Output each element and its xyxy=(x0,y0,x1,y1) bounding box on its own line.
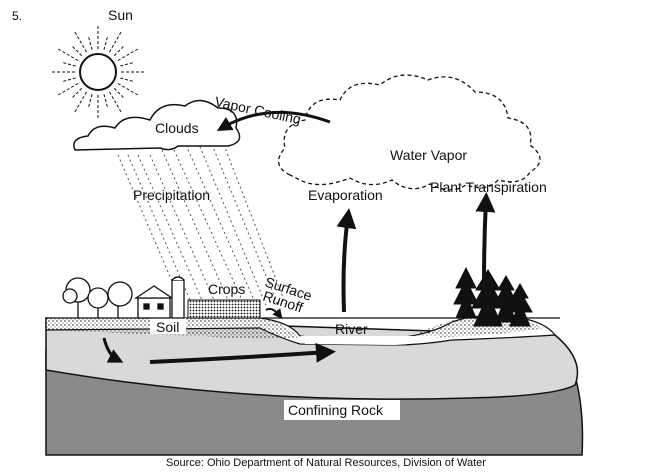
soil-label: Soil xyxy=(156,319,179,335)
source-caption: Source: Ohio Department of Natural Resou… xyxy=(166,457,486,469)
vapor-cooling-arrow xyxy=(216,110,331,132)
sun-ray xyxy=(109,91,122,113)
sun-ray xyxy=(87,94,93,109)
sun-ray xyxy=(70,44,83,57)
sun-ray xyxy=(70,87,83,100)
soil-label-box xyxy=(150,318,186,334)
river-water xyxy=(300,336,440,345)
sun-ray xyxy=(74,91,87,113)
precipitation-label: Precipitation xyxy=(133,187,210,203)
sun-icon xyxy=(52,26,144,118)
sun-ray xyxy=(117,83,139,96)
sun-ray xyxy=(74,31,87,53)
deciduous-trees-icon xyxy=(62,277,133,318)
sun-ray xyxy=(120,61,135,67)
river-label: River xyxy=(335,321,368,337)
confining-rock-label: Confining Rock xyxy=(288,402,384,418)
sun-ray xyxy=(109,31,122,53)
sun-ray xyxy=(120,77,135,83)
sun-ray xyxy=(113,44,126,57)
confining-rock-label-box xyxy=(284,400,400,420)
sun-ray xyxy=(61,61,76,67)
conifer-trees-icon xyxy=(453,266,533,327)
question-number: 5. xyxy=(12,9,22,23)
sun-ray xyxy=(117,48,139,61)
sun-ray xyxy=(103,35,109,50)
sun-ray xyxy=(113,87,126,100)
clouds-icon xyxy=(73,99,241,151)
sun-ray xyxy=(57,83,79,96)
crops-label: Crops xyxy=(208,281,245,297)
plant-transpiration-label: Plant Transpiration xyxy=(430,179,547,195)
plant-transpiration-arrow xyxy=(475,192,496,283)
precipitation-rain xyxy=(117,139,287,306)
surface-runoff-arrow xyxy=(265,307,283,320)
sun-ray xyxy=(61,77,76,83)
water-vapor-cloud xyxy=(278,74,541,191)
clouds-label: Clouds xyxy=(155,120,199,136)
groundwater-flow-arrow xyxy=(149,342,336,364)
crops-field xyxy=(187,299,261,319)
infiltration-arrow xyxy=(102,337,124,363)
sun-label: Sun xyxy=(108,7,133,23)
sun-ray xyxy=(57,48,79,61)
sun-ray xyxy=(103,94,109,109)
farmhouse-icon xyxy=(133,276,185,319)
evaporation-arrow xyxy=(336,208,357,313)
evaporation-label: Evaporation xyxy=(308,187,383,203)
water-vapor-label: Water Vapor xyxy=(390,147,467,163)
sun-ray xyxy=(87,35,93,50)
